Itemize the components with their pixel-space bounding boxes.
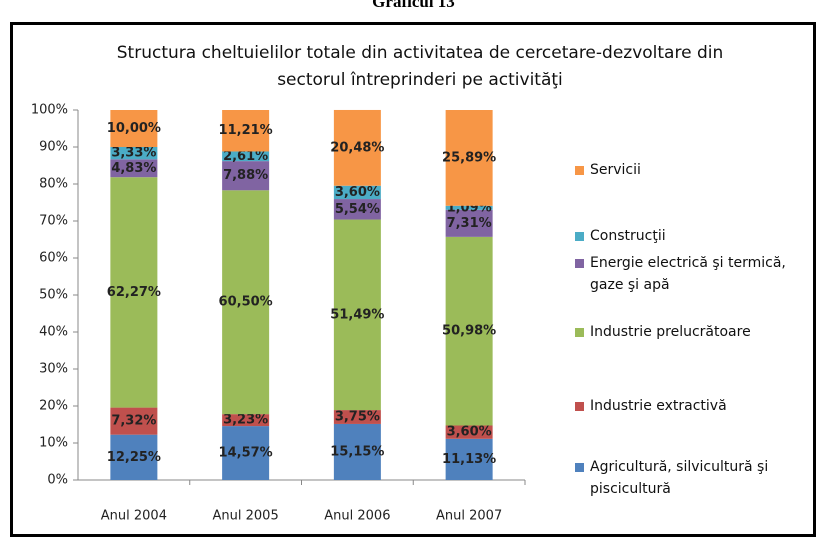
value-label: 14,57% xyxy=(219,446,273,461)
bar-segment xyxy=(222,110,270,152)
y-tick-label: 30% xyxy=(39,362,68,377)
bar-segment xyxy=(110,147,158,160)
value-label: 3,60% xyxy=(447,425,492,440)
bar-segment xyxy=(222,161,270,191)
bar-segment xyxy=(222,414,270,427)
legend-item: Energie electrică şi termică, gaze şi ap… xyxy=(575,252,815,296)
bar-segment xyxy=(445,425,493,439)
y-tick-label: 10% xyxy=(39,436,68,451)
value-label: 60,50% xyxy=(219,295,273,310)
bar-segment xyxy=(333,219,381,411)
legend-label: Construcţii xyxy=(590,228,666,244)
value-label: 2,61% xyxy=(223,149,268,164)
value-label: 12,25% xyxy=(107,450,161,465)
bar-segment xyxy=(222,426,270,480)
legend-label: Servicii xyxy=(590,162,641,178)
y-tick-label: 100% xyxy=(31,103,68,118)
bar-segment xyxy=(110,407,158,435)
y-tick-label: 60% xyxy=(39,251,68,266)
bar-segment xyxy=(222,190,270,415)
legend-swatch xyxy=(575,166,584,175)
legend-label: Energie electrică şi termică, gaze şi ap… xyxy=(590,255,786,293)
legend-swatch xyxy=(575,328,584,337)
value-label: 7,32% xyxy=(111,414,156,429)
legend-swatch xyxy=(575,402,584,411)
bar-segment xyxy=(333,410,381,424)
x-tick-label: Anul 2004 xyxy=(101,509,167,524)
value-label: 3,75% xyxy=(335,410,380,425)
value-label: 4,83% xyxy=(111,161,156,176)
value-label: 15,15% xyxy=(330,444,384,459)
legend-swatch xyxy=(575,463,584,472)
value-label: 7,31% xyxy=(447,216,492,231)
value-label: 10,00% xyxy=(107,121,161,136)
value-label: 25,89% xyxy=(442,150,496,165)
bar-segment xyxy=(445,205,493,210)
value-label: 5,54% xyxy=(335,202,380,217)
bar-segment xyxy=(110,434,158,480)
bar-segment xyxy=(110,159,158,178)
y-tick-label: 20% xyxy=(39,399,68,414)
bar-segment xyxy=(333,185,381,200)
y-tick-label: 40% xyxy=(39,325,68,340)
x-tick-label: Anul 2006 xyxy=(324,509,390,524)
y-tick-label: 50% xyxy=(39,288,68,303)
value-label: 3,60% xyxy=(335,185,380,200)
x-tick-label: Anul 2007 xyxy=(436,509,502,524)
legend-item: Agricultură, silvicultură şi piscicultur… xyxy=(575,456,815,500)
bar-segment xyxy=(333,109,381,186)
legend-item: Servicii xyxy=(575,159,815,181)
chart-title: Structura cheltuielilor totale din activ… xyxy=(116,43,724,90)
legend-label: Industrie extractivă xyxy=(590,398,727,414)
bar-segment xyxy=(333,199,381,220)
y-tick-label: 70% xyxy=(39,214,68,229)
legend-item: Industrie prelucrătoare xyxy=(575,321,815,343)
value-label: 51,49% xyxy=(330,307,384,322)
bar-segment xyxy=(110,110,158,147)
bar-segment xyxy=(222,151,270,162)
x-tick-label: Anul 2005 xyxy=(213,509,279,524)
value-label: 3,33% xyxy=(111,146,156,161)
y-tick-label: 80% xyxy=(39,177,68,192)
bar-segment xyxy=(445,110,493,206)
value-label: 50,98% xyxy=(442,324,496,339)
y-tick-label: 90% xyxy=(39,140,68,155)
legend-item: Construcţii xyxy=(575,225,815,247)
value-label: 3,23% xyxy=(223,413,268,428)
bar-segment xyxy=(445,236,493,426)
legend-swatch xyxy=(575,259,584,268)
bar-segment xyxy=(333,423,381,480)
value-label: 62,27% xyxy=(107,285,161,300)
header: Graficul 13 xyxy=(372,0,455,11)
legend-label: Agricultură, silvicultură şi piscicultur… xyxy=(590,459,769,497)
value-label: 7,88% xyxy=(223,168,268,183)
legend-label: Industrie prelucrătoare xyxy=(590,324,751,340)
value-label: 20,48% xyxy=(330,140,384,155)
value-label: 11,21% xyxy=(219,123,273,138)
y-tick-label: 0% xyxy=(47,473,68,488)
value-label: 11,13% xyxy=(442,452,496,467)
legend-swatch xyxy=(575,232,584,241)
bar-segment xyxy=(110,177,158,408)
bar-segment xyxy=(445,438,493,480)
bar-segment xyxy=(445,209,493,237)
legend-item: Industrie extractivă xyxy=(575,395,815,417)
